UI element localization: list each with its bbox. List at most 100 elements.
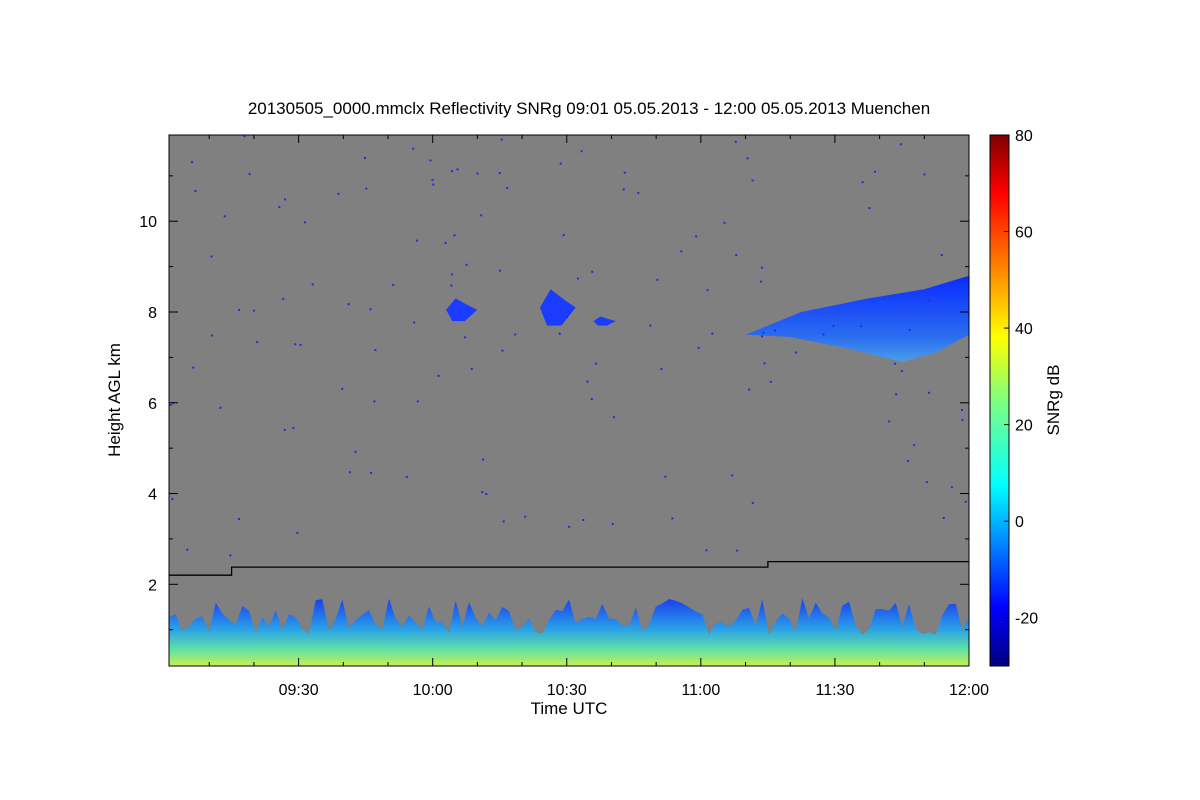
noise-speckle	[735, 254, 738, 257]
colorbar-label: SNRg dB	[1044, 365, 1063, 436]
noise-speckle	[354, 450, 357, 453]
noise-speckle	[736, 549, 739, 552]
colorbar-tick-label: 40	[1015, 321, 1033, 338]
y-axis-label: Height AGL km	[105, 343, 124, 457]
chart-title: 20130505_0000.mmclx Reflectivity SNRg 09…	[248, 99, 930, 118]
noise-speckle	[748, 388, 751, 391]
noise-speckle	[219, 406, 222, 409]
noise-speckle	[480, 214, 483, 217]
noise-speckle	[925, 481, 928, 484]
noise-speckle	[595, 362, 597, 365]
noise-speckle	[893, 362, 896, 365]
noise-speckle	[450, 284, 453, 287]
noise-speckle	[252, 309, 255, 312]
y-axis: 2 4 6 8 10	[139, 175, 969, 631]
noise-speckle	[284, 198, 287, 201]
noise-speckle	[248, 173, 251, 176]
noise-speckle	[900, 370, 903, 372]
noise-speckle	[591, 270, 594, 273]
echo-cirrus	[745, 275, 969, 362]
noise-speckle	[373, 400, 376, 403]
noise-speckle	[211, 334, 214, 337]
noise-speckle	[392, 283, 395, 286]
x-tick-label: 10:00	[413, 682, 453, 699]
noise-speckle	[370, 471, 373, 474]
noise-speckle	[341, 387, 344, 390]
noise-speckle	[210, 255, 213, 258]
noise-speckle	[437, 374, 440, 377]
noise-speckle	[470, 367, 473, 370]
noise-speckle	[303, 221, 306, 224]
noise-speckle	[413, 321, 416, 324]
noise-speckle	[580, 150, 583, 153]
noise-speckle	[223, 215, 226, 218]
noise-speckle	[895, 393, 898, 396]
echo-layer	[169, 135, 969, 666]
noise-speckle	[577, 277, 579, 280]
noise-speckle	[451, 170, 454, 173]
noise-speckle	[292, 426, 295, 429]
noise-speckle	[296, 531, 299, 534]
noise-speckle	[476, 172, 479, 175]
x-tick-label: 11:30	[815, 682, 854, 699]
noise-speckle	[337, 192, 340, 195]
noise-speckle	[873, 170, 876, 173]
noise-speckle	[888, 420, 891, 423]
noise-speckle	[950, 486, 953, 489]
noise-speckle	[899, 143, 902, 146]
echo-region	[446, 298, 478, 322]
noise-speckle	[558, 332, 561, 335]
noise-speckle	[908, 329, 911, 331]
noise-speckle	[656, 278, 659, 281]
noise-speckle	[243, 135, 246, 138]
x-tick-label: 12:00	[949, 682, 989, 699]
boundary-line	[169, 560, 969, 576]
noise-speckle	[582, 519, 585, 521]
noise-speckle	[794, 351, 797, 354]
noise-speckle	[186, 548, 189, 551]
colorbar-tick-label: 60	[1015, 225, 1033, 242]
noise-speckle	[431, 179, 434, 181]
noise-speckle	[611, 523, 614, 526]
noise-speckle	[586, 380, 589, 383]
colorbar-tick-label: 20	[1015, 418, 1033, 435]
noise-speckle	[229, 554, 232, 557]
noise-speckle	[482, 458, 485, 461]
colorbar-tick-label: -20	[1015, 611, 1038, 628]
noise-speckle	[751, 179, 754, 182]
noise-speckle	[501, 349, 504, 352]
echo-cloud	[593, 316, 616, 326]
noise-speckle	[432, 183, 435, 186]
x-tick-label: 09:30	[279, 682, 319, 699]
noise-speckle	[299, 344, 302, 346]
noise-speckle	[311, 283, 314, 286]
noise-speckle	[961, 419, 964, 422]
noise-speckle	[832, 324, 835, 327]
noise-speckle	[723, 221, 726, 224]
noise-speckle	[429, 159, 432, 162]
noise-speckle	[760, 266, 763, 269]
noise-speckle	[514, 333, 517, 336]
noise-speckle	[559, 162, 562, 165]
noise-speckle	[499, 269, 501, 272]
noise-speckle	[451, 273, 454, 276]
noise-speckle	[769, 380, 772, 383]
y-tick-label: 8	[148, 305, 157, 322]
noise-speckle	[680, 250, 683, 253]
noise-speckle	[590, 398, 593, 401]
noise-speckle	[711, 332, 714, 335]
noise-speckle	[566, 315, 569, 318]
echo-cloud	[446, 298, 478, 322]
colorbar	[989, 134, 1010, 667]
colorbar-axis: -20 0 20 40 60 80	[1004, 128, 1038, 628]
noise-speckle	[374, 349, 377, 352]
noise-speckle	[705, 549, 708, 552]
noise-speckle	[762, 331, 765, 334]
noise-speckle	[649, 324, 652, 327]
noise-speckle	[913, 444, 916, 447]
noise-speckle	[498, 172, 501, 175]
noise-speckle	[671, 517, 674, 520]
noise-speckle	[660, 368, 663, 370]
noise-speckle	[416, 400, 419, 403]
